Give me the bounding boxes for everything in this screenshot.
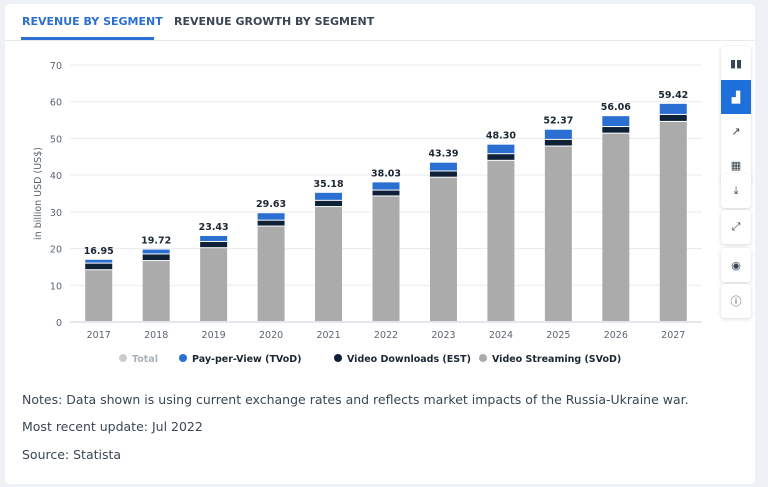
update-text: Most recent update: Jul 2022: [22, 419, 203, 434]
legend-marker: [179, 354, 187, 362]
x-tick-label: 2027: [661, 330, 685, 341]
bar-segment-video-downloads-est-: [85, 263, 113, 270]
y-tick-label: 50: [50, 134, 62, 145]
bar-segment-pay-per-view-tvod-: [142, 249, 170, 254]
line-chart-icon[interactable]: ↗: [731, 124, 741, 138]
bar-segment-video-downloads-est-: [429, 171, 457, 177]
bar-segment-video-downloads-est-: [200, 241, 228, 248]
total-data-label: 48.30: [486, 131, 516, 142]
bar-segment-pay-per-view-tvod-: [85, 259, 113, 263]
chart-type-toolbar: ▮▮ ▟ ↗ ▦: [721, 46, 751, 182]
tab-revenue-by-segment[interactable]: REVENUE BY SEGMENT: [22, 15, 163, 28]
bar-segment-video-streaming-svod-: [200, 248, 228, 321]
fullscreen-button[interactable]: ⤢: [721, 210, 751, 244]
bar-segment-pay-per-view-tvod-: [487, 144, 515, 154]
total-data-label: 35.18: [314, 179, 344, 190]
bar-segment-video-downloads-est-: [257, 220, 285, 226]
stacked-bar-chart: 0 10 20 30 40 50 60 70 in billion USD (US$) 16.95…: [33, 61, 702, 365]
active-tab-indicator: [21, 37, 154, 40]
y-tick-label: 0: [56, 318, 62, 329]
total-data-label: 52.37: [543, 116, 573, 127]
legend-marker: [119, 354, 127, 362]
legend-marker: [479, 354, 487, 362]
x-tick-label: 2019: [202, 330, 226, 341]
legend-item: Video Downloads (EST): [347, 354, 471, 365]
bar-segment-video-streaming-svod-: [315, 207, 343, 321]
total-data-label: 23.43: [199, 222, 229, 233]
x-tick-label: 2022: [374, 330, 398, 341]
bar-segment-video-streaming-svod-: [659, 121, 687, 322]
bar-segment-video-streaming-svod-: [429, 177, 457, 321]
total-data-label: 16.95: [84, 246, 114, 257]
x-tick-label: 2026: [604, 330, 628, 341]
y-tick-label: 20: [50, 245, 62, 256]
bar-segment-video-streaming-svod-: [372, 196, 400, 321]
x-tick-label: 2018: [144, 330, 168, 341]
download-button[interactable]: ⤓: [721, 174, 751, 208]
y-axis-label: in billion USD (US$): [33, 147, 44, 240]
source-text: Source: Statista: [22, 447, 122, 462]
stacked-bar-icon[interactable]: ▟: [721, 80, 751, 114]
total-data-label: 59.42: [658, 90, 688, 101]
bar-segment-pay-per-view-tvod-: [544, 129, 572, 139]
table-icon[interactable]: ▦: [730, 158, 742, 172]
total-data-label: 29.63: [256, 199, 286, 210]
legend-item: Video Streaming (SVoD): [492, 354, 621, 365]
tab-revenue-growth-by-segment[interactable]: REVENUE GROWTH BY SEGMENT: [174, 15, 375, 28]
total-data-label: 19.72: [141, 236, 171, 247]
bar-segment-pay-per-view-tvod-: [372, 182, 400, 190]
notes-text: Notes: Data shown is using current excha…: [22, 392, 689, 407]
download-icon[interactable]: ⤓: [733, 184, 739, 197]
bar-segment-video-streaming-svod-: [544, 146, 572, 321]
bar-segment-pay-per-view-tvod-: [200, 235, 228, 241]
bar-segment-pay-per-view-tvod-: [602, 116, 630, 127]
y-tick-label: 40: [50, 171, 62, 182]
legend-item: Total: [132, 354, 158, 365]
x-tick-label: 2021: [316, 330, 340, 341]
legend-marker: [334, 354, 342, 362]
tab-bar: REVENUE BY SEGMENT REVENUE GROWTH BY SEG…: [5, 4, 755, 41]
y-tick-label: 70: [50, 61, 62, 72]
y-tick-label: 30: [50, 208, 62, 219]
info-icon[interactable]: ⓘ: [730, 295, 742, 308]
x-tick-label: 2020: [259, 330, 283, 341]
bar-segment-video-streaming-svod-: [142, 261, 170, 321]
fullscreen-icon[interactable]: ⤢: [731, 220, 741, 233]
info-button[interactable]: ⓘ: [721, 284, 751, 318]
x-tick-label: 2017: [87, 330, 111, 341]
bar-segment-pay-per-view-tvod-: [659, 103, 687, 114]
bar-chart-icon[interactable]: ▮▮: [729, 56, 743, 70]
bar-segment-video-downloads-est-: [315, 200, 343, 207]
bar-segment-video-downloads-est-: [659, 114, 687, 121]
hide-button[interactable]: ◉: [721, 248, 751, 282]
bar-segment-pay-per-view-tvod-: [315, 192, 343, 200]
bar-segment-video-downloads-est-: [142, 254, 170, 261]
bar-segment-video-downloads-est-: [544, 139, 572, 146]
y-tick-label: 60: [50, 98, 62, 109]
y-tick-label: 10: [50, 281, 62, 292]
total-data-label: 38.03: [371, 168, 401, 179]
x-tick-label: 2024: [489, 330, 513, 341]
bar-segment-video-streaming-svod-: [257, 226, 285, 321]
bar-segment-pay-per-view-tvod-: [429, 162, 457, 171]
legend-item: Pay-per-View (TVoD): [192, 354, 302, 365]
bar-segment-video-downloads-est-: [372, 190, 400, 196]
total-data-label: 43.39: [428, 149, 458, 160]
x-tick-label: 2025: [546, 330, 570, 341]
bar-segment-video-streaming-svod-: [85, 270, 113, 321]
bar-segment-video-downloads-est-: [487, 154, 515, 160]
bar-segment-pay-per-view-tvod-: [257, 213, 285, 220]
bar-segment-video-streaming-svod-: [487, 160, 515, 321]
bar-segment-video-streaming-svod-: [602, 133, 630, 321]
bar-segment-video-downloads-est-: [602, 127, 630, 133]
total-data-label: 56.06: [601, 102, 631, 113]
chart-card: REVENUE BY SEGMENT REVENUE GROWTH BY SEG…: [5, 4, 755, 484]
x-tick-label: 2023: [431, 330, 455, 341]
hide-icon[interactable]: ◉: [731, 258, 741, 272]
